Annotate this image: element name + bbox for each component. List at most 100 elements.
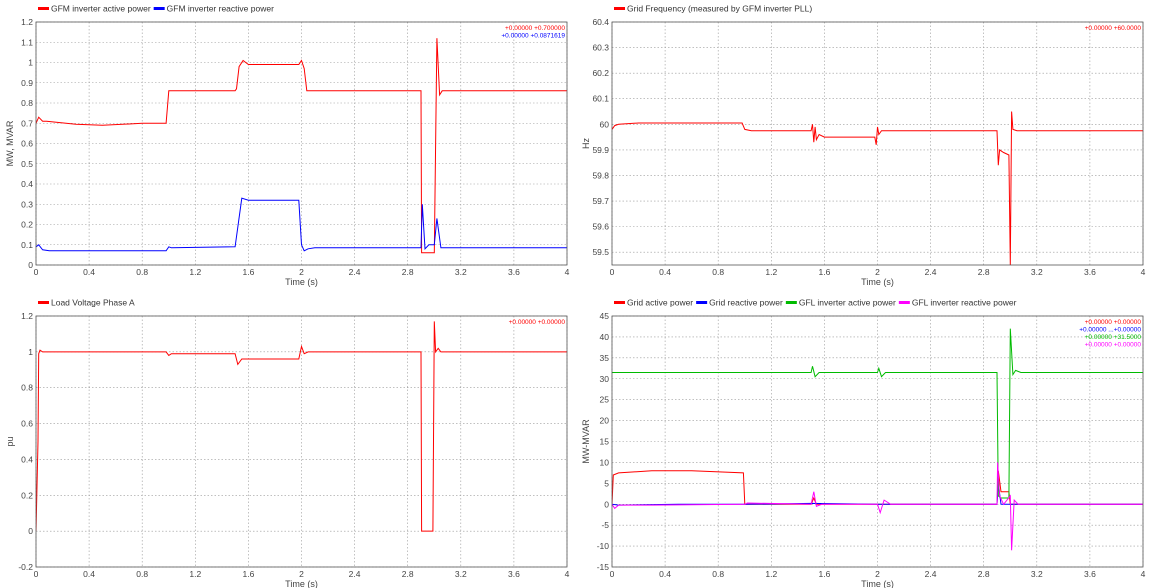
y-tick-label: 0.8 (21, 98, 33, 108)
legend-entry: GFL inverter active power (799, 298, 896, 308)
legend-entry: Load Voltage Phase A (51, 298, 135, 308)
y-tick-label: 59.5 (592, 247, 609, 257)
x-tick-label: 0.8 (712, 267, 724, 277)
x-tick-label: 4 (1141, 267, 1146, 277)
x-axis-label: Time (s) (285, 277, 318, 287)
legend-entry: GFM inverter reactive power (167, 4, 274, 14)
plot-frame (611, 21, 1144, 266)
x-tick-label: 1.2 (189, 569, 201, 579)
x-tick-label: 0 (610, 267, 615, 277)
series-line-1 (36, 197, 567, 252)
x-tick-label: 3.6 (1084, 569, 1096, 579)
y-tick-label: 0.4 (21, 454, 33, 464)
y-tick-label: 0.2 (21, 220, 33, 230)
x-tick-label: 2 (299, 267, 304, 277)
y-tick-label: 20 (600, 416, 610, 426)
y-tick-label: 15 (600, 437, 610, 447)
legend-swatch (614, 7, 625, 10)
y-tick-label: 0.7 (21, 118, 33, 128)
y-tick-label: 0.2 (21, 490, 33, 500)
x-tick-label: 1.2 (189, 267, 201, 277)
x-tick-label: 2 (299, 569, 304, 579)
series-line-0 (36, 321, 567, 532)
y-tick-label: 60.1 (592, 94, 609, 104)
legend-swatch (696, 301, 708, 304)
value-readout: +0.00000 +0.700000 (505, 25, 565, 32)
y-tick-label: 40 (600, 332, 610, 342)
x-tick-label: 2 (875, 267, 880, 277)
x-axis-label: Time (s) (861, 277, 894, 287)
x-tick-label: 4 (565, 569, 570, 579)
plot-area (612, 316, 1143, 567)
x-tick-label: 1.6 (818, 569, 830, 579)
y-tick-label: 35 (600, 353, 610, 363)
y-tick-label: 60 (600, 119, 610, 129)
y-tick-label: 1.1 (21, 37, 33, 47)
x-tick-label: 3.2 (1031, 569, 1043, 579)
x-tick-label: 0 (34, 267, 39, 277)
x-tick-label: 3.6 (1084, 267, 1096, 277)
x-tick-label: 2.4 (349, 569, 361, 579)
x-tick-label: 3.6 (508, 267, 520, 277)
x-tick-label: 0.8 (136, 267, 148, 277)
y-tick-label: 0 (28, 526, 33, 536)
y-tick-label: 0 (604, 499, 609, 509)
y-tick-label: 0.4 (21, 179, 33, 189)
y-tick-label: 30 (600, 374, 610, 384)
gfm-power-chart: 0 0.4 0.8 1.2 1.6 2 2.4 2.8 3.2 3.6 4 0 0.1 0.2 0.3 0.4… (5, 4, 570, 288)
y-tick-label: 0.8 (21, 383, 33, 393)
y-tick-label: 0.5 (21, 159, 33, 169)
y-tick-label: 10 (600, 457, 610, 467)
x-tick-label: 0 (34, 569, 39, 579)
y-tick-label: 1.2 (21, 311, 33, 321)
legend-entry: Grid reactive power (709, 298, 783, 308)
x-tick-label: 1.6 (242, 267, 254, 277)
grid-gfl-power-chart: 0 0.4 0.8 1.2 1.6 2 2.4 2.8 3.2 3.6 4 -15 -10 -5 0 5 10 1… (581, 298, 1146, 588)
legend-swatch (898, 301, 910, 304)
y-tick-label: 0.6 (21, 419, 33, 429)
plot-area (36, 316, 567, 567)
x-tick-label: 2.8 (978, 267, 990, 277)
y-tick-label: -15 (597, 562, 610, 572)
value-readout: +0.00000 +0.0871619 (501, 33, 565, 40)
y-tick-label: -10 (597, 541, 610, 551)
x-tick-label: 2.4 (349, 267, 361, 277)
y-tick-label: 60.4 (592, 17, 609, 27)
y-tick-label: 25 (600, 395, 610, 405)
value-readout: +0.00000 +0.00000 (1085, 319, 1142, 326)
value-readout: +0.00000 +60.0000 (1085, 25, 1142, 32)
x-tick-label: 0.4 (659, 267, 671, 277)
legend-swatch (614, 301, 625, 304)
legend-entry: Grid active power (627, 298, 693, 308)
y-tick-label: 0.1 (21, 240, 33, 250)
load-voltage-chart: 0 0.4 0.8 1.2 1.6 2 2.4 2.8 3.2 3.6 4-0.200.20.40.… (5, 298, 570, 588)
y-axis-label: pu (5, 436, 15, 446)
series-line-0 (612, 111, 1143, 265)
y-axis-label: MW-MVAR (581, 419, 591, 464)
plot-frame (611, 315, 1144, 568)
x-tick-label: 1.2 (765, 569, 777, 579)
x-tick-label: 0.8 (712, 569, 724, 579)
x-tick-label: 4 (1141, 569, 1146, 579)
grid-frequency-chart: 0 0.4 0.8 1.2 1.6 2 2.4 2.8 3.2 3.6 4 59.5 59.6 59.7 5… (581, 4, 1146, 288)
x-tick-label: 2.8 (402, 569, 414, 579)
legend-entry: Grid Frequency (measured by GFM inverter… (627, 4, 812, 14)
x-tick-label: 2.4 (925, 569, 937, 579)
series-line-0 (36, 38, 567, 254)
legend-swatch (153, 7, 165, 10)
y-tick-label: 1.2 (21, 17, 33, 27)
plot-frame (35, 315, 568, 568)
legend-swatch (785, 301, 797, 304)
x-tick-label: 3.2 (1031, 267, 1043, 277)
y-tick-label: 0.9 (21, 78, 33, 88)
y-tick-label: -5 (601, 520, 609, 530)
series-line-3 (612, 462, 1143, 551)
value-readout: +0.00000 +0.00000 (509, 319, 566, 326)
y-tick-label: 59.7 (592, 196, 609, 206)
legend-entry: GFL inverter reactive power (912, 298, 1017, 308)
x-tick-label: 1.6 (818, 267, 830, 277)
legend-swatch (38, 301, 49, 304)
y-tick-label: 0.6 (21, 139, 33, 149)
y-tick-label: 59.8 (592, 170, 609, 180)
x-tick-label: 2.8 (978, 569, 990, 579)
